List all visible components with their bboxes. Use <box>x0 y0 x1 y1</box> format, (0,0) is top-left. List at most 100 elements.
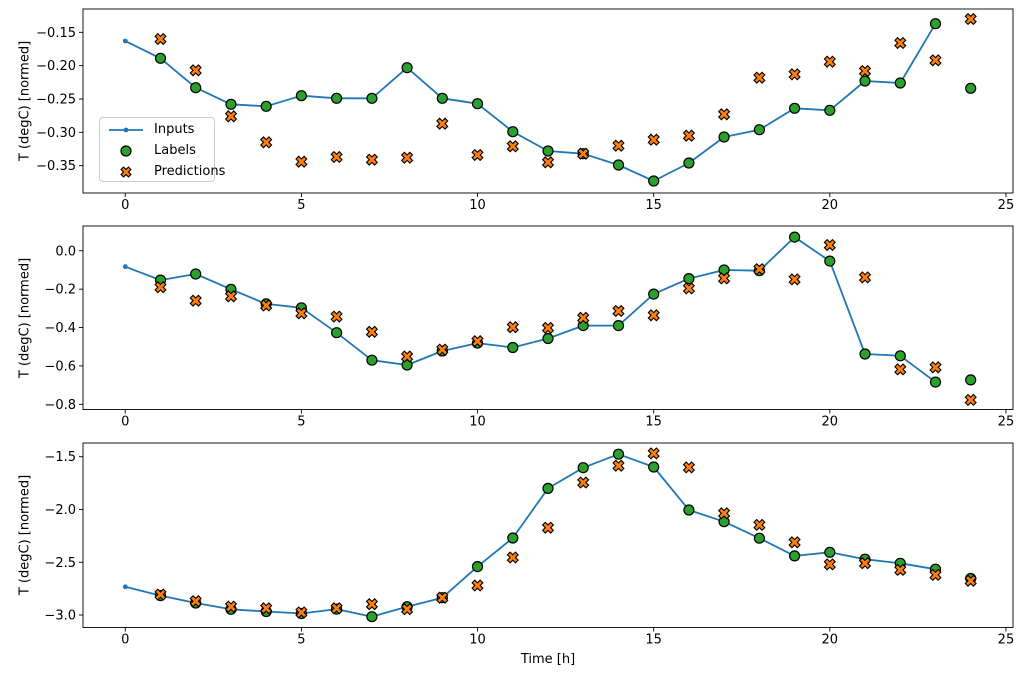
predictions-marker <box>436 117 449 130</box>
predictions-series <box>154 12 977 169</box>
predictions-marker <box>682 129 696 142</box>
predictions-marker <box>858 64 872 78</box>
predictions-marker <box>330 310 343 323</box>
predictions-marker <box>189 595 202 608</box>
labels-marker <box>225 98 237 110</box>
labels-marker <box>542 332 554 345</box>
predictions-marker <box>753 518 766 532</box>
predictions-marker <box>753 263 766 276</box>
labels-sample-glyph <box>120 144 132 157</box>
legend-item-labels: Labels <box>107 140 214 161</box>
legend: Inputs Labels Predictions <box>99 117 225 182</box>
labels-marker <box>507 126 519 138</box>
subplot-1: 0 5 10 15 20 25 −0.15 −0.20 −0.25 −0.30 −0.35 <box>36 8 1014 213</box>
predictions-marker <box>858 557 872 570</box>
x-tick-label: 5 <box>297 415 305 430</box>
ylabel-subplot-3: T (degC) [normed] <box>17 474 33 596</box>
predictions-marker <box>295 155 308 168</box>
labels-marker <box>190 268 202 280</box>
labels-marker <box>154 52 167 64</box>
labels-series <box>154 231 977 388</box>
inputs-line <box>124 236 937 383</box>
inputs-point-dot <box>122 584 128 590</box>
predictions-sample-glyph <box>120 165 132 178</box>
predictions-marker <box>964 12 977 26</box>
labels-marker <box>507 341 519 354</box>
labels-marker <box>577 462 589 474</box>
predictions-marker <box>471 335 484 348</box>
labels-marker <box>648 461 660 473</box>
y-tick-label: −0.8 <box>44 398 76 413</box>
x-tick-label: 20 <box>822 633 839 648</box>
predictions-marker <box>929 361 942 374</box>
x-tick-label: 5 <box>297 633 305 648</box>
y-tick-label: −1.5 <box>44 450 76 465</box>
predictions-marker <box>260 299 273 312</box>
x-tick-label: 15 <box>645 633 662 648</box>
y-tick-label: 0.0 <box>55 244 76 259</box>
predictions-marker <box>823 238 836 252</box>
ylabel-subplot-1: T (degC) [normed] <box>17 40 33 162</box>
x-axis-ticks: 0 5 10 15 20 25 <box>121 627 1014 648</box>
legend-label-inputs: Inputs <box>154 122 195 137</box>
x-tick-label: 10 <box>469 198 486 213</box>
predictions-marker <box>894 363 907 376</box>
y-tick-label: −3.0 <box>44 609 76 624</box>
predictions-marker <box>189 294 202 307</box>
predictions-series <box>154 447 977 619</box>
predictions-marker <box>436 343 449 356</box>
predictions-marker <box>436 591 449 604</box>
labels-marker <box>753 124 766 136</box>
predictions-marker <box>647 447 660 460</box>
y-tick-label: −0.20 <box>36 59 76 74</box>
inputs-series <box>122 234 938 385</box>
predictions-marker <box>224 290 238 303</box>
labels-series <box>154 448 977 623</box>
y-tick-label: −0.2 <box>44 283 76 298</box>
labels-marker <box>401 62 413 74</box>
y-tick-label: −0.30 <box>36 126 76 141</box>
axes-frame <box>82 8 1014 194</box>
predictions-marker <box>929 568 942 582</box>
y-axis-ticks: −1.5 −2.0 −2.5 −3.0 <box>44 450 83 624</box>
y-tick-label: −2.5 <box>44 556 76 571</box>
predictions-marker <box>400 151 414 164</box>
predictions-marker <box>964 393 977 407</box>
labels-marker <box>718 131 730 143</box>
predictions-marker <box>894 563 907 577</box>
predictions-marker <box>612 304 625 318</box>
predictions-marker <box>400 350 414 363</box>
predictions-marker <box>154 588 167 601</box>
legend-item-predictions: Predictions <box>107 161 225 182</box>
predictions-marker <box>612 459 625 472</box>
labels-marker <box>401 359 413 371</box>
predictions-marker <box>577 476 590 489</box>
labels-marker <box>859 348 871 360</box>
predictions-marker <box>612 139 625 152</box>
labels-marker <box>471 98 484 110</box>
labels-marker <box>929 376 942 388</box>
x-tick-label: 15 <box>645 198 662 213</box>
predictions-x-sample <box>107 164 145 180</box>
labels-marker <box>683 157 695 169</box>
predictions-marker <box>506 551 519 564</box>
inputs-series <box>122 451 938 620</box>
labels-marker <box>965 374 977 386</box>
predictions-marker <box>189 64 202 77</box>
labels-marker <box>542 145 554 157</box>
labels-marker <box>929 18 942 30</box>
x-axis-ticks: 0 5 10 15 20 25 <box>121 409 1014 430</box>
labels-marker <box>436 92 448 104</box>
x-tick-label: 10 <box>469 415 486 430</box>
predictions-marker <box>647 309 660 322</box>
labels-marker <box>366 611 378 623</box>
labels-marker <box>542 482 554 494</box>
y-tick-label: −0.4 <box>44 321 76 336</box>
labels-marker <box>824 255 836 267</box>
labels-marker <box>965 82 977 94</box>
legend-label-labels: Labels <box>154 143 196 158</box>
predictions-marker <box>894 36 907 50</box>
predictions-marker <box>717 507 731 520</box>
predictions-marker <box>506 140 519 153</box>
